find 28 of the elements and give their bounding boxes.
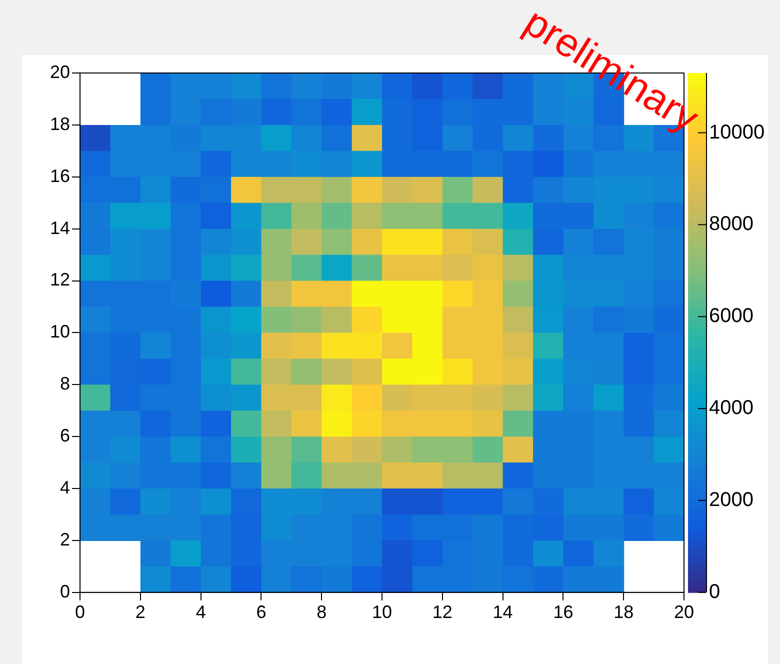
x-tick-label: 6 — [256, 602, 266, 622]
x-tick-label: 0 — [75, 602, 86, 622]
y-tick-label: 18 — [50, 114, 70, 134]
y-tick-label: 6 — [60, 426, 70, 446]
color-bar-label: 6000 — [709, 305, 754, 328]
x-tick-label: 12 — [432, 602, 452, 622]
color-bar-label: 0 — [709, 580, 720, 603]
color-bar-label: 10000 — [709, 121, 765, 144]
y-tick-label: 12 — [50, 270, 70, 290]
y-tick-label: 2 — [60, 529, 70, 550]
y-tick-label: 14 — [50, 218, 70, 238]
x-tick-label: 10 — [372, 602, 392, 622]
x-tick-label: 14 — [492, 602, 513, 622]
x-tick-label: 18 — [614, 602, 634, 622]
y-tick-label: 20 — [50, 62, 70, 82]
y-tick-label: 8 — [60, 374, 70, 394]
y-tick-label: 4 — [60, 477, 70, 498]
x-tick-label: 8 — [316, 602, 327, 622]
y-tick-label: 0 — [60, 581, 70, 602]
color-bar-label: 4000 — [709, 397, 754, 420]
x-tick-label: 4 — [196, 602, 206, 622]
x-tick-label: 16 — [553, 602, 574, 622]
y-tick-label: 10 — [50, 322, 70, 342]
x-tick-label: 2 — [135, 602, 146, 622]
x-tick-label: 20 — [674, 602, 694, 622]
y-tick-label: 16 — [50, 166, 70, 186]
color-bar-label: 2000 — [709, 488, 754, 511]
color-bar-label: 8000 — [709, 213, 754, 236]
